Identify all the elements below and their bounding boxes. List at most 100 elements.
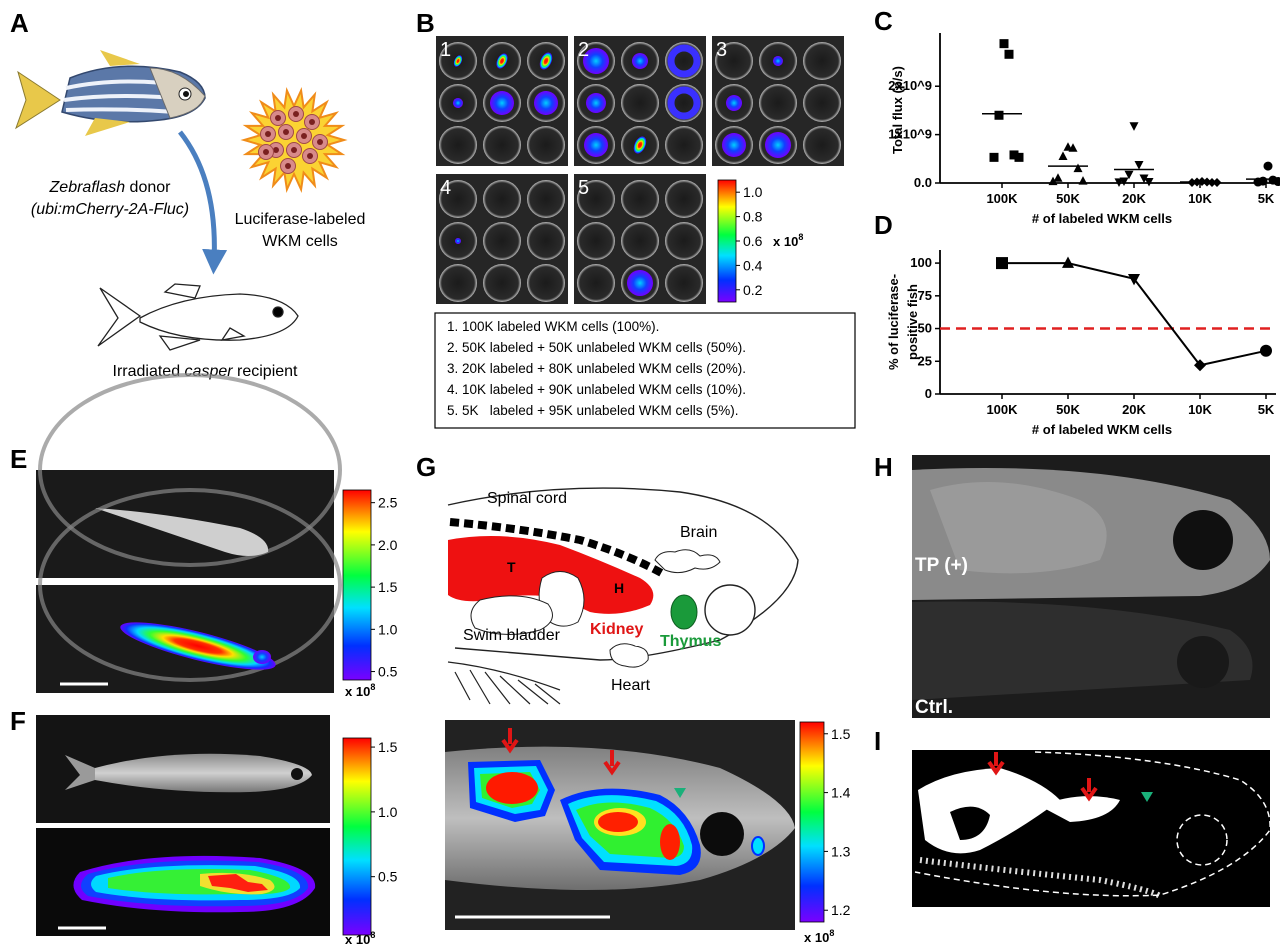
data-point <box>1264 162 1273 171</box>
panel-f <box>36 715 330 936</box>
colorbar-tick-label: 0.5 <box>378 664 398 680</box>
colorbar-tick-label: 2.0 <box>378 537 398 553</box>
data-point <box>990 153 999 162</box>
x-tick-label: 100K <box>986 191 1018 206</box>
cells-label: Luciferase-labeled <box>235 211 366 228</box>
colorbar <box>343 738 371 935</box>
label: T <box>507 559 516 575</box>
panel-a: Zebraflash donor (ubi:mCherry-2A-Fluc) L… <box>16 50 365 380</box>
colorbar-tick-label: 1.5 <box>378 739 398 755</box>
well <box>483 222 521 260</box>
genotype: (ubi:mCherry-2A-Fluc) <box>31 201 189 218</box>
label: Kidney <box>590 621 643 638</box>
label: Heart <box>611 677 651 694</box>
y-tick-label: 0 <box>925 386 932 401</box>
data-point <box>996 257 1008 269</box>
panel-i <box>912 750 1270 907</box>
donor-label: Zebraflash donor <box>49 179 172 196</box>
cell-nucleus <box>317 139 323 145</box>
data-point <box>1015 153 1024 162</box>
well <box>527 264 565 302</box>
colorbar-tick-label: 1.0 <box>378 621 398 637</box>
panel-g-diagram: Spinal cord Brain T H Swim bladder Kidne… <box>448 488 798 704</box>
arrow <box>180 132 214 262</box>
data-point <box>1000 39 1009 48</box>
cell-nucleus <box>301 133 307 139</box>
x-tick-label: 10K <box>1188 191 1212 206</box>
colorbar-tick-label: 0.8 <box>743 209 763 225</box>
panel-e <box>36 375 340 693</box>
data-point <box>1059 151 1068 160</box>
label: Swim bladder <box>463 627 561 644</box>
data-point <box>1079 176 1088 185</box>
unit-base: x 10 <box>345 684 370 699</box>
cell-nucleus <box>309 119 315 125</box>
well <box>577 264 615 302</box>
wkm-cells <box>244 91 344 190</box>
well <box>527 126 565 164</box>
cell-nucleus <box>307 153 313 159</box>
colorbar-tick-label: 1.5 <box>831 726 851 742</box>
legend-entry: 3. 20K labeled + 80K unlabeled WKM cells… <box>447 361 746 376</box>
well <box>803 42 841 80</box>
cell-nucleus <box>265 131 271 137</box>
cell-nucleus <box>263 149 269 155</box>
cell-nucleus <box>283 129 289 135</box>
well <box>665 264 703 302</box>
x-axis-label: # of labeled WKM cells <box>1032 422 1172 437</box>
data-point <box>1135 161 1144 170</box>
panel-g-image <box>445 720 795 930</box>
colorbar-unit: x 108 <box>773 232 803 249</box>
colorbar-tick-label: 2.5 <box>378 495 398 511</box>
well <box>665 126 703 164</box>
x-tick-label: 50K <box>1056 402 1080 417</box>
colorbar-tick-label: 1.3 <box>831 843 851 859</box>
panel-label: G <box>416 452 436 482</box>
label: Spinal cord <box>487 490 567 507</box>
legend-entry: 1. 100K labeled WKM cells (100%). <box>447 319 659 334</box>
panel-label: D <box>874 210 893 240</box>
data-point <box>995 111 1004 120</box>
data-point <box>1005 50 1014 59</box>
x-tick-label: 100K <box>986 402 1018 417</box>
panel-label: F <box>10 706 26 736</box>
unit-base: x 10 <box>773 234 798 249</box>
x-tick-label: 20K <box>1122 402 1146 417</box>
colorbar-tick-label: 1.2 <box>831 902 851 918</box>
star <box>244 91 344 190</box>
colorbar-tick-label: 0.2 <box>743 282 763 298</box>
cell-nucleus <box>275 115 281 121</box>
recipient-fish <box>98 284 298 350</box>
x-tick-label: 5K <box>1258 402 1275 417</box>
colorbar-tick-label: 0.6 <box>743 233 763 249</box>
unit-exp: 8 <box>370 930 375 940</box>
y-axis-label: % of luciferase- <box>886 274 901 370</box>
y-tick-label: 0.0 <box>914 175 932 190</box>
colorbar-tick-label: 1.0 <box>743 184 763 200</box>
legend-entry: 2. 50K labeled + 50K unlabeled WKM cells… <box>447 340 746 355</box>
well <box>439 126 477 164</box>
well <box>803 126 841 164</box>
text: donor <box>125 179 171 196</box>
well <box>439 264 477 302</box>
unit-exp: 8 <box>370 682 375 692</box>
well <box>621 84 659 122</box>
text: Zebraflash <box>49 179 126 196</box>
y-tick-label: 100 <box>910 255 932 270</box>
panel-label: A <box>10 8 29 38</box>
colorbar <box>800 722 824 922</box>
cell-nucleus <box>293 111 299 117</box>
well <box>483 264 521 302</box>
well <box>483 126 521 164</box>
x-tick-label: 50K <box>1056 191 1080 206</box>
colorbar-tick-label: 1.0 <box>378 804 398 820</box>
cell-nucleus <box>285 163 291 169</box>
x-tick-label: 20K <box>1122 191 1146 206</box>
label: Ctrl. <box>915 697 953 718</box>
plate-number: 2 <box>578 39 589 61</box>
unit-exp: 8 <box>829 928 834 938</box>
text: recipient <box>233 363 298 380</box>
